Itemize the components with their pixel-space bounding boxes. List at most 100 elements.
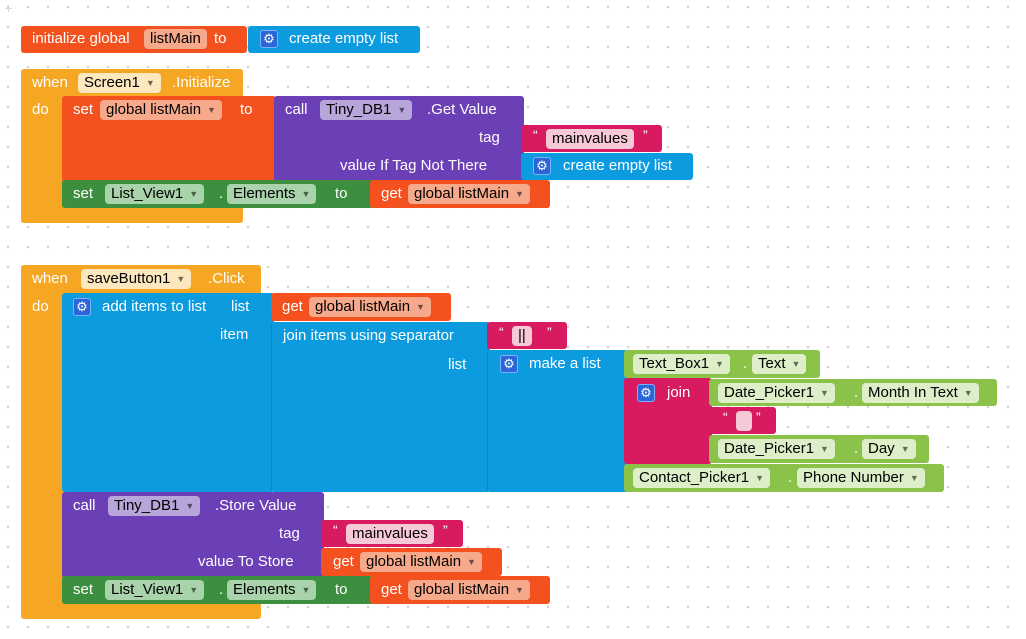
create-empty-list-block[interactable]: ⚙ create empty list (248, 26, 420, 53)
join-block[interactable]: ⚙ join (624, 378, 712, 464)
open-quote: “ (499, 324, 504, 340)
do-label: do (32, 101, 49, 118)
textbox-component-dropdown[interactable]: Text_Box1 ▼ (633, 354, 730, 374)
global-var-dropdown[interactable]: global listMain ▼ (309, 297, 431, 317)
to-label: to (335, 185, 348, 202)
initialize-global-label: initialize global (32, 30, 130, 47)
tag-label: tag (279, 525, 300, 542)
call-label: call (285, 101, 308, 118)
listview-component-dropdown[interactable]: List_View1 ▼ (105, 184, 205, 204)
separator-value-field[interactable]: || (512, 326, 532, 346)
property-dropdown[interactable]: Elements ▼ (227, 580, 317, 600)
global-var-dropdown[interactable]: global listMain ▼ (100, 100, 222, 120)
item-socket-label: item (220, 326, 249, 343)
chevron-down-icon: ▼ (515, 585, 524, 595)
space-text-block[interactable]: “ ” (709, 407, 776, 434)
when-label: when (32, 74, 68, 91)
space-value-field[interactable] (736, 411, 752, 431)
do-label: do (32, 298, 49, 315)
global-var-dropdown[interactable]: global listMain ▼ (408, 580, 530, 600)
gear-icon[interactable]: ⚙ (260, 30, 278, 48)
create-empty-list-block[interactable]: ⚙ create empty list (521, 153, 693, 180)
contactpicker-component-dropdown[interactable]: Contact_Picker1 ▼ (633, 468, 770, 488)
chevron-down-icon: ▼ (909, 473, 919, 483)
contactpicker-phone-getter-block[interactable]: Contact_Picker1 ▼ . Phone Number ▼ (624, 464, 944, 492)
chevron-down-icon: ▼ (185, 501, 195, 511)
get-global-block[interactable]: get global listMain ▼ (370, 576, 550, 604)
get-label: get (381, 185, 402, 202)
set-listview-elements-block[interactable]: set List_View1 ▼ . Elements ▼ to (62, 180, 374, 208)
tinydb-get-value-block[interactable]: call Tiny_DB1 ▼ .Get Value tag value If T… (274, 96, 524, 182)
tinydb-store-value-block[interactable]: call Tiny_DB1 ▼ .Store Value tag value To… (62, 492, 324, 578)
get-global-block[interactable]: get global listMain ▼ (321, 548, 502, 576)
event-name-label: .Initialize (172, 74, 231, 91)
day-property-dropdown[interactable]: Day ▼ (862, 439, 916, 459)
to-label: to (335, 581, 348, 598)
close-quote: ” (443, 522, 448, 538)
close-quote: ” (547, 324, 552, 340)
listview-component-dropdown[interactable]: List_View1 ▼ (105, 580, 205, 600)
tinydb-component-dropdown[interactable]: Tiny_DB1 ▼ (108, 496, 201, 516)
datepicker-month-getter-block[interactable]: Date_Picker1 ▼ . Month In Text ▼ (709, 379, 997, 406)
chevron-down-icon: ▼ (207, 105, 216, 115)
set-listview-elements-block[interactable]: set List_View1 ▼ . Elements ▼ to (62, 576, 374, 604)
gear-icon[interactable]: ⚙ (533, 157, 551, 175)
datepicker-component-dropdown[interactable]: Date_Picker1 ▼ (718, 383, 835, 403)
value-to-store-label: value To Store (198, 553, 294, 570)
chevron-down-icon: ▼ (820, 444, 829, 454)
dot-label: . (219, 581, 224, 598)
text-string-block[interactable]: “ mainvalues ” (321, 520, 463, 547)
method-label: .Get Value (427, 101, 497, 118)
set-global-block[interactable]: set global listMain ▼ to (62, 96, 276, 182)
make-a-list-block[interactable]: ⚙ make a list (487, 350, 628, 492)
open-quote: “ (333, 522, 338, 538)
open-quote: “ (533, 127, 538, 143)
chevron-down-icon: ▼ (416, 302, 425, 312)
global-var-dropdown[interactable]: global listMain ▼ (408, 184, 530, 204)
phone-property-dropdown[interactable]: Phone Number ▼ (797, 468, 925, 488)
chevron-down-icon: ▼ (397, 105, 407, 115)
get-global-block[interactable]: get global listMain ▼ (370, 180, 550, 208)
gear-icon[interactable]: ⚙ (637, 384, 655, 402)
set-label: set (73, 581, 94, 598)
create-empty-list-label: create empty list (563, 157, 673, 174)
method-label: .Store Value (215, 497, 297, 514)
get-global-block[interactable]: get global listMain ▼ (271, 293, 451, 321)
dot-label: . (743, 355, 748, 372)
dot-label: . (854, 384, 859, 401)
when-label: when (32, 270, 68, 287)
screen-component-dropdown[interactable]: Screen1 ▼ (78, 73, 161, 93)
chevron-down-icon: ▼ (715, 359, 724, 369)
text-string-block[interactable]: “ mainvalues ” (521, 125, 662, 152)
add-items-to-list-block[interactable]: ⚙ add items to list list item (62, 293, 274, 492)
set-label: set (73, 101, 94, 118)
get-label: get (282, 298, 303, 315)
chevron-down-icon: ▼ (900, 444, 910, 454)
datepicker-component-dropdown[interactable]: Date_Picker1 ▼ (718, 439, 835, 459)
initialize-global-block[interactable]: initialize global listMain to (21, 26, 247, 53)
button-component-dropdown[interactable]: saveButton1 ▼ (81, 269, 192, 289)
create-empty-list-label: create empty list (289, 30, 399, 47)
join-sep-label: join items using separator (283, 327, 454, 344)
tinydb-component-dropdown[interactable]: Tiny_DB1 ▼ (320, 100, 413, 120)
text-property-dropdown[interactable]: Text ▼ (752, 354, 807, 374)
chevron-down-icon: ▼ (467, 557, 476, 567)
textbox-text-getter-block[interactable]: Text_Box1 ▼ . Text ▼ (624, 350, 820, 378)
datepicker-day-getter-block[interactable]: Date_Picker1 ▼ . Day ▼ (709, 435, 929, 463)
global-name-field[interactable]: listMain (144, 29, 207, 49)
text-value-field[interactable]: mainvalues (346, 524, 434, 544)
gear-icon[interactable]: ⚙ (73, 298, 91, 316)
chevron-down-icon: ▼ (189, 585, 199, 595)
dot-label: . (854, 440, 859, 457)
chevron-down-icon: ▼ (791, 359, 801, 369)
text-value-field[interactable]: mainvalues (546, 129, 634, 149)
dot-label: . (788, 469, 793, 486)
separator-text-block[interactable]: “ || ” (487, 322, 567, 349)
join-with-separator-block[interactable]: join items using separator list (271, 322, 490, 492)
property-dropdown[interactable]: Elements ▼ (227, 184, 317, 204)
chevron-down-icon: ▼ (515, 189, 524, 199)
gear-icon[interactable]: ⚙ (500, 355, 518, 373)
month-property-dropdown[interactable]: Month In Text ▼ (862, 383, 979, 403)
global-var-dropdown[interactable]: global listMain ▼ (360, 552, 482, 572)
get-label: get (333, 553, 354, 570)
